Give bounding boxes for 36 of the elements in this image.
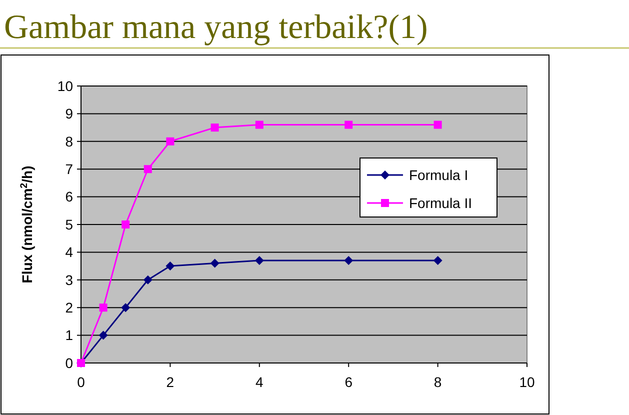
point: [99, 304, 108, 312]
x-tick-label: 10: [519, 374, 535, 390]
x-tick-label: 2: [166, 374, 174, 390]
point: [254, 256, 264, 266]
point: [433, 256, 442, 266]
y-tick-label: 4: [65, 244, 74, 260]
y-tick-label: 9: [65, 106, 74, 122]
y-tick-label: 1: [65, 327, 74, 344]
y-tick-label: 6: [65, 188, 74, 205]
point: [98, 330, 108, 340]
y-tick-label: 5: [65, 216, 74, 232]
point: [344, 120, 353, 129]
y-tick-label: 0: [65, 354, 74, 371]
y-tick-label: 3: [65, 272, 74, 288]
point: [210, 258, 220, 268]
point: [344, 256, 354, 266]
chart-title: Gambar mana yang terbaik?(1): [4, 9, 428, 46]
point: [121, 303, 130, 312]
point: [210, 124, 219, 132]
y-tick-label: 8: [65, 133, 74, 150]
point: [122, 220, 130, 228]
legend-label: Formula I: [409, 166, 468, 183]
point: [434, 120, 442, 129]
x-tick-label: 4: [256, 374, 264, 390]
point: [255, 120, 264, 129]
y-tick-label: 10: [57, 78, 74, 94]
point: [166, 262, 175, 271]
y-tick-label: 2: [65, 300, 74, 316]
x-tick-label: 0: [77, 374, 86, 390]
legend-label: Formula II: [409, 194, 472, 211]
x-tick-label: 8: [434, 374, 442, 390]
x-tick-label: 6: [344, 374, 353, 390]
y-tick-label: 7: [65, 161, 74, 177]
point: [144, 165, 152, 174]
point: [143, 275, 152, 284]
point: [166, 137, 174, 146]
